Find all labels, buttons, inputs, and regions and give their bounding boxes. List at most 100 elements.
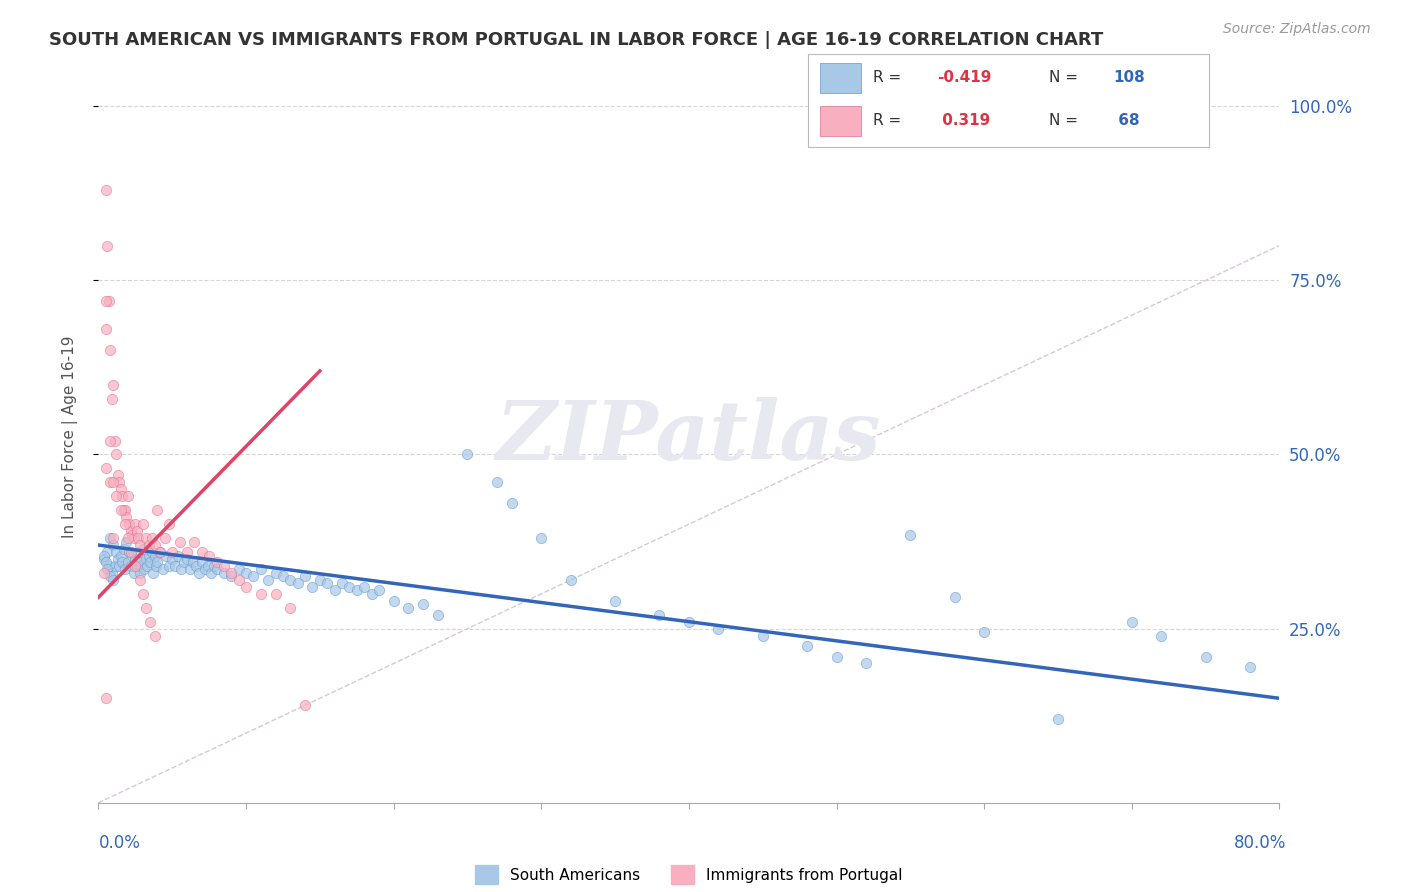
Point <box>157 517 180 532</box>
Point <box>257 573 280 587</box>
Point <box>162 552 183 566</box>
Point <box>117 489 139 503</box>
Point <box>128 573 150 587</box>
Point <box>194 562 217 576</box>
Point <box>118 517 141 532</box>
Point <box>179 562 201 576</box>
Point <box>271 569 294 583</box>
Point <box>250 587 273 601</box>
Point <box>104 434 127 448</box>
Text: 80.0%: 80.0% <box>1234 834 1286 852</box>
Point <box>108 558 131 573</box>
Point <box>135 552 157 566</box>
Point <box>117 556 139 570</box>
Point <box>141 545 163 559</box>
Point <box>316 576 339 591</box>
Bar <box>821 106 860 136</box>
Point <box>97 294 120 309</box>
Point <box>169 534 191 549</box>
Point <box>128 566 150 580</box>
Point <box>146 503 169 517</box>
Point <box>141 531 163 545</box>
Point <box>96 562 118 576</box>
Point <box>112 503 135 517</box>
Point <box>530 531 553 545</box>
Point <box>264 587 287 601</box>
Point <box>1239 660 1261 674</box>
Point <box>219 566 242 580</box>
Point <box>149 545 172 559</box>
Point <box>103 377 125 392</box>
Text: N =: N = <box>1049 113 1083 128</box>
Point <box>122 566 145 580</box>
Text: SOUTH AMERICAN VS IMMIGRANTS FROM PORTUGAL IN LABOR FORCE | AGE 16-19 CORRELATIO: SOUTH AMERICAN VS IMMIGRANTS FROM PORTUG… <box>49 31 1104 49</box>
Point <box>294 569 316 583</box>
Point <box>360 587 382 601</box>
Point <box>235 580 257 594</box>
Point <box>228 573 250 587</box>
Point <box>94 294 117 309</box>
Point <box>93 566 115 580</box>
Point <box>212 566 235 580</box>
Point <box>125 524 148 538</box>
Point <box>368 583 391 598</box>
Point <box>100 392 122 406</box>
Point <box>146 556 169 570</box>
Text: 108: 108 <box>1114 70 1144 86</box>
Point <box>200 566 222 580</box>
Point <box>143 629 166 643</box>
Point <box>219 569 242 583</box>
Point <box>135 531 157 545</box>
Point <box>111 489 134 503</box>
Point <box>278 573 302 587</box>
Text: -0.419: -0.419 <box>936 70 991 86</box>
Point <box>176 552 198 566</box>
Point <box>427 607 450 622</box>
Point <box>98 343 121 357</box>
Point <box>112 541 135 556</box>
Point <box>121 527 143 541</box>
Point <box>1121 615 1143 629</box>
Point <box>162 545 183 559</box>
Point <box>242 569 264 583</box>
Point <box>124 558 146 573</box>
Point <box>825 649 848 664</box>
Text: R =: R = <box>873 113 905 128</box>
Point <box>96 545 118 559</box>
Point <box>124 517 146 532</box>
Point <box>107 468 129 483</box>
Point <box>120 558 142 573</box>
Point <box>943 591 966 605</box>
Point <box>124 552 146 566</box>
Point <box>105 489 128 503</box>
Point <box>191 556 214 570</box>
Point <box>136 558 159 573</box>
Point <box>751 629 773 643</box>
Point <box>184 558 207 573</box>
Point <box>127 545 149 559</box>
Point <box>205 556 228 570</box>
Text: ZIPatlas: ZIPatlas <box>496 397 882 477</box>
Point <box>173 556 195 570</box>
Point <box>103 475 125 490</box>
Point <box>105 448 128 462</box>
Point <box>1195 649 1218 664</box>
Point <box>143 538 166 552</box>
Text: 0.319: 0.319 <box>936 113 990 128</box>
Point <box>114 562 136 576</box>
Point <box>115 510 138 524</box>
Point <box>191 545 214 559</box>
Point <box>346 583 368 598</box>
Point <box>183 534 205 549</box>
Point <box>309 573 332 587</box>
Point <box>678 615 700 629</box>
Point <box>560 573 582 587</box>
Point <box>107 552 129 566</box>
Point <box>330 576 353 591</box>
Point <box>127 531 149 545</box>
Point <box>197 558 219 573</box>
Point <box>103 573 125 587</box>
Point <box>648 607 671 622</box>
Point <box>973 625 995 640</box>
Point <box>129 556 152 570</box>
